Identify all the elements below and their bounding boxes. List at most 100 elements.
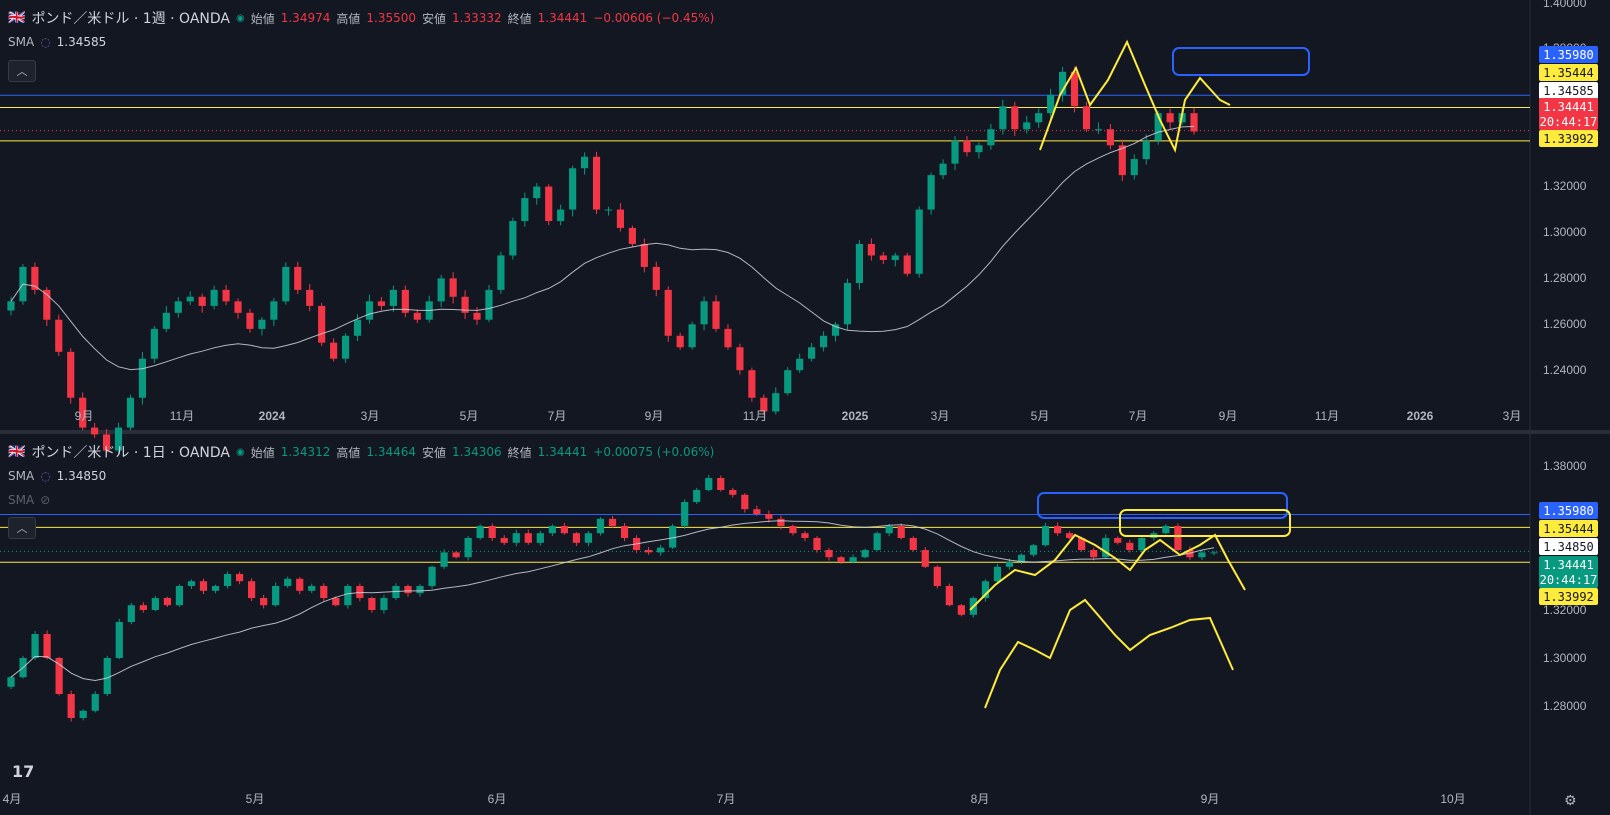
candle-body bbox=[921, 550, 929, 567]
candle-body bbox=[789, 526, 797, 534]
tradingview-logo[interactable]: 𝟭𝟳 bbox=[12, 762, 35, 781]
candle-body bbox=[1126, 542, 1134, 550]
candle-body bbox=[584, 533, 593, 543]
candle-body bbox=[55, 319, 63, 352]
weekly-chart-pane[interactable] bbox=[0, 39, 1530, 456]
candle-body bbox=[210, 289, 218, 306]
collapse-legend-button[interactable]: ︿ bbox=[8, 517, 36, 539]
daily-chart-pane[interactable] bbox=[0, 474, 1530, 722]
candle-body bbox=[1174, 526, 1182, 550]
sma-value: 1.34850 bbox=[56, 469, 107, 483]
candle-body bbox=[1090, 550, 1098, 558]
candle-body bbox=[1210, 552, 1218, 554]
time-tick-label: 3月 bbox=[1503, 409, 1522, 423]
candle-body bbox=[353, 319, 362, 336]
candle-body bbox=[1053, 526, 1062, 534]
market-status-icon: ◉ bbox=[235, 12, 245, 24]
settings-gear-icon[interactable]: ⚙ bbox=[1564, 793, 1577, 809]
candle-body bbox=[963, 140, 971, 153]
time-tick-label: 2026 bbox=[1407, 409, 1434, 423]
candle-body bbox=[500, 538, 508, 543]
candle-body bbox=[79, 710, 87, 718]
time-tick-label: 11月 bbox=[1315, 409, 1339, 423]
candle-body bbox=[765, 514, 773, 519]
candle-body bbox=[1070, 71, 1079, 107]
candle-body bbox=[7, 677, 15, 687]
candle-body bbox=[187, 581, 196, 586]
time-tick-label: 9月 bbox=[645, 409, 664, 423]
time-tick-label: 9月 bbox=[75, 409, 94, 423]
candle-body bbox=[777, 518, 785, 526]
symbol-title[interactable]: ポンド／米ドル · 1日 · OANDA bbox=[31, 445, 230, 461]
candle-body bbox=[616, 209, 625, 228]
candle-body bbox=[524, 533, 532, 543]
sma-line bbox=[10, 520, 1215, 682]
candle-body bbox=[1047, 94, 1055, 114]
price-label-yellow-upper: 1.35444 bbox=[1539, 64, 1598, 81]
close-key: 終値 bbox=[507, 445, 532, 460]
candle-body bbox=[330, 342, 338, 359]
candle-body bbox=[31, 266, 39, 290]
candle-body bbox=[676, 335, 684, 348]
candle-body bbox=[318, 305, 326, 343]
candle-body bbox=[234, 301, 242, 313]
candle-body bbox=[91, 427, 99, 435]
candle-body bbox=[341, 335, 350, 359]
price-label-blue: 1.35980 bbox=[1539, 502, 1598, 519]
candle-body bbox=[1035, 113, 1043, 123]
open-value: 1.34974 bbox=[280, 11, 331, 25]
time-tick-label: 7月 bbox=[548, 409, 567, 423]
candle-body bbox=[284, 578, 292, 586]
candle-body bbox=[927, 175, 935, 210]
candle-body bbox=[873, 533, 881, 550]
sma-value: 1.34585 bbox=[56, 35, 107, 49]
candle-body bbox=[855, 243, 864, 283]
candle-body bbox=[296, 578, 304, 591]
symbol-title[interactable]: ポンド／米ドル · 1週 · OANDA bbox=[31, 11, 230, 27]
candle-body bbox=[464, 538, 472, 558]
flag-icon: 🇬🇧 bbox=[8, 444, 26, 460]
high-value: 1.35500 bbox=[366, 11, 416, 25]
candle-body bbox=[102, 434, 111, 451]
candle-body bbox=[533, 186, 541, 199]
candle-body bbox=[186, 296, 194, 302]
candle-body bbox=[592, 156, 601, 210]
sma-legend[interactable]: SMA ◌ 1.34850 bbox=[8, 469, 106, 483]
candle-body bbox=[1029, 545, 1038, 555]
sma2-legend[interactable]: SMA ⊘ bbox=[8, 493, 50, 507]
candle-body bbox=[604, 209, 613, 211]
candle-body bbox=[933, 566, 941, 586]
candle-body bbox=[909, 538, 917, 550]
price-tick-label: 1.32000 bbox=[1543, 603, 1587, 617]
candle-body bbox=[1154, 113, 1162, 141]
sma-legend[interactable]: SMA ◌ 1.34585 bbox=[8, 35, 106, 49]
price-tick-label: 1.26000 bbox=[1543, 317, 1587, 331]
candle-body bbox=[473, 312, 481, 320]
open-value: 1.34312 bbox=[280, 445, 331, 459]
candle-body bbox=[344, 586, 352, 606]
candle-body bbox=[198, 296, 206, 306]
time-tick-label: 2025 bbox=[842, 409, 869, 423]
candle-body bbox=[1118, 145, 1126, 176]
change-value: −0.00606 (−0.45%) bbox=[593, 11, 715, 25]
low-key: 安値 bbox=[422, 445, 447, 460]
candle-body bbox=[258, 319, 266, 329]
candle-body bbox=[1023, 122, 1031, 130]
candle-body bbox=[1198, 552, 1206, 558]
candle-body bbox=[1094, 129, 1103, 131]
candle-body bbox=[404, 586, 412, 594]
time-tick-label: 3月 bbox=[361, 409, 380, 423]
price-label-sma: 1.34585 bbox=[1539, 82, 1598, 99]
candle-body bbox=[987, 129, 995, 146]
collapse-legend-button[interactable]: ︿ bbox=[8, 60, 36, 82]
eye-hidden-icon[interactable]: ⊘ bbox=[40, 493, 51, 507]
candle-body bbox=[596, 518, 605, 534]
candle-body bbox=[897, 526, 905, 538]
candle-body bbox=[162, 312, 170, 329]
candle-body bbox=[724, 328, 732, 348]
high-value: 1.34464 bbox=[366, 445, 416, 459]
candle-body bbox=[114, 427, 123, 451]
flag-icon: 🇬🇧 bbox=[8, 10, 26, 26]
candle-body bbox=[43, 634, 51, 658]
